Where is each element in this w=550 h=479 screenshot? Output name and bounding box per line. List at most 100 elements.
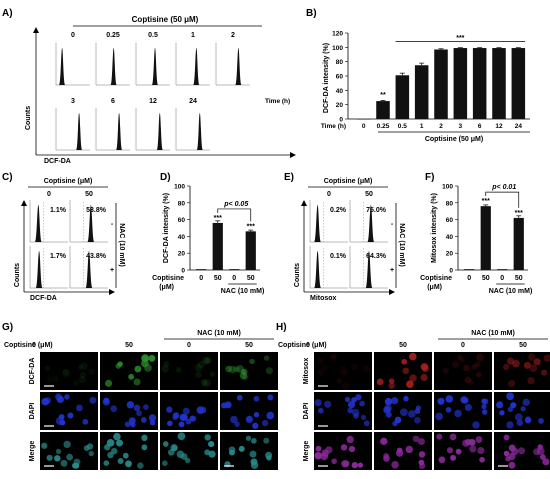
panelH-cell [508, 461, 516, 469]
panelH-cell [347, 401, 356, 409]
panelG-cell [66, 453, 73, 461]
panel-a-time-label-r2: 3 [71, 98, 75, 105]
panelD-xtick-label: 0 [232, 275, 236, 282]
panelE-side-sign: + [390, 267, 394, 274]
panelH-cell [463, 364, 470, 372]
panel-a-hist-r1-1-peak [110, 48, 117, 85]
panelG-cell [133, 404, 141, 412]
panel-c-letter: C) [2, 172, 13, 183]
panelG-cell [59, 419, 66, 426]
panelG-cell [246, 415, 253, 422]
panelH-cell [499, 410, 505, 416]
panelH-cell [479, 456, 485, 463]
panelG-cell [199, 406, 207, 414]
panelE-y-arrowhead [301, 200, 307, 206]
panel-a-hist-r2-1-peak [116, 113, 123, 150]
panel-b-ytick-label: 60 [336, 74, 344, 81]
panel-b-xtick-label: 12 [495, 123, 503, 130]
panel-b-ytick-label: 40 [336, 88, 344, 95]
panelH-cell [471, 364, 478, 371]
panelH-cell [357, 462, 364, 468]
panel-a-time-label-r2: 12 [149, 98, 157, 105]
panelG-cell [125, 460, 132, 468]
panelH-cell [392, 420, 398, 427]
panelG-cell [194, 363, 203, 372]
panelE-xlabel: Mitosox [310, 295, 337, 302]
panelG-cell [148, 414, 157, 422]
panelG-cell [200, 379, 208, 386]
panelH-cell [401, 358, 408, 365]
panelH-cell [320, 452, 329, 461]
panelC-ylabel: Counts [14, 263, 21, 287]
panelG-cell [172, 412, 180, 419]
panelF-xtick-label: 0 [500, 275, 504, 282]
panelG-cell [80, 362, 88, 370]
panelH-cell [436, 433, 443, 440]
panelG-cell [89, 396, 97, 404]
panelG-cell [67, 412, 74, 419]
panelH-row-label: DAPI [303, 403, 310, 420]
panelF-ytick-label: 80 [446, 200, 454, 207]
panelG-cell [189, 415, 196, 422]
panel-b-xtick-label: 0.25 [377, 123, 390, 130]
panelH-row-label: Merge [303, 441, 310, 462]
panelG-cell [209, 371, 216, 378]
panelE-hist-1-peak [367, 205, 375, 242]
panelH-cell [445, 395, 454, 403]
panelG-row-label: DCF-DA [29, 358, 36, 385]
panelG-cell [228, 449, 235, 456]
panelG-cell [197, 360, 205, 369]
panelC-side-sign: + [110, 267, 114, 274]
panelC-pct: 43.8% [86, 253, 107, 260]
panel-d-chart: 0 20 40 60 80 100 DCF-DA intensity (%) 0 *** 50 0 *… [152, 184, 264, 296]
panelH-cell [331, 458, 337, 465]
panelG-cell [141, 354, 149, 363]
panelH-cell [399, 408, 408, 417]
panel-b-ytick-label: 100 [332, 45, 343, 52]
panel-g-letter: G) [2, 322, 13, 333]
panelD-ytick-label: 80 [178, 200, 186, 207]
panelH-cell [528, 353, 536, 361]
panelH-cell [435, 412, 443, 421]
panel-b-letter: B) [306, 8, 317, 19]
panelG-cell [102, 398, 110, 406]
panelH-cell [523, 361, 531, 369]
panel-b-ylabel: DCF-DA intensity (%) [323, 43, 330, 113]
panelG-header: Coptisine (μM) [4, 342, 53, 349]
panelG-cell [79, 372, 87, 379]
panelG-tile [160, 352, 218, 390]
panelG-cell [176, 450, 185, 459]
panelH-cell [541, 369, 548, 376]
panelD-row-label: Coptisine [152, 275, 184, 282]
panelH-cell [503, 434, 510, 441]
panel-a-histograms: 0 0.25 0.5 1 23 6 12 24 [55, 32, 250, 151]
panelG-cell [208, 440, 215, 448]
panelG-cell [203, 379, 211, 387]
panelH-cell [414, 408, 421, 415]
panelC-pct: 1.1% [50, 207, 67, 214]
panelG-cell [253, 412, 260, 418]
panelD-ytick-label: 0 [181, 268, 185, 275]
panelE-side-sign: - [391, 221, 394, 228]
panelG-cell [267, 394, 274, 401]
panelG-tile [40, 352, 98, 390]
panelH-nac-label: NAC (10 mM) [471, 330, 515, 337]
panel-a-hist-r1-4-peak [235, 48, 242, 85]
panelC-xlabel: DCF-DA [30, 295, 57, 302]
panelE-pct: 0.2% [330, 207, 347, 214]
panelG-col-label: 50 [125, 342, 133, 349]
panelG-cell [184, 457, 191, 464]
panel-b-bracket-label: *** [456, 35, 464, 42]
panelH-cell [459, 356, 466, 363]
panelG-cell [263, 355, 270, 361]
panelG-cell [163, 360, 170, 367]
panelH-cell [339, 365, 347, 374]
panel-b-bar [395, 75, 410, 119]
panelF-row-label2: (μM) [427, 284, 442, 291]
panelG-cell [249, 450, 257, 458]
panelF-bar [480, 206, 491, 270]
panel-b-xtick-label: 2 [439, 123, 443, 130]
panelE-col-label: 0 [327, 191, 331, 198]
panelG-cell [134, 365, 142, 373]
panelH-cell [476, 353, 484, 362]
